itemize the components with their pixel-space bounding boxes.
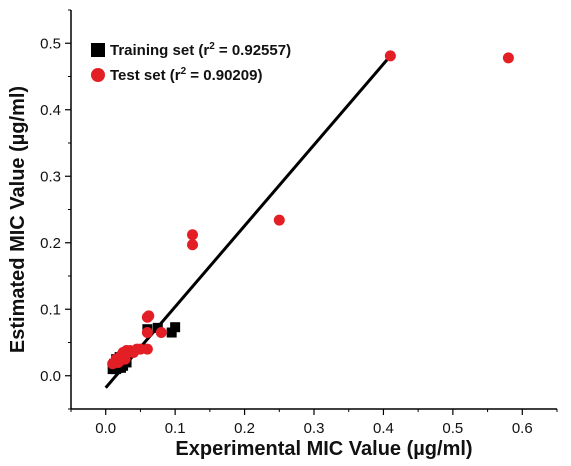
y-tick-label: 0.2 [40, 235, 61, 252]
test-point [141, 343, 153, 355]
fit-line-layer [104, 54, 392, 389]
legend-label: Test set (r2 = 0.90209) [110, 66, 262, 84]
legend-square-marker [91, 43, 105, 57]
test-point [143, 310, 155, 322]
test-point [141, 327, 153, 339]
x-tick-label: 0.0 [95, 420, 116, 437]
training-point [166, 327, 177, 338]
axes: 0.0 0.1 0.2 0.3 0.4 0.5 0.6 0.0 0.1 0.2 0.3 0.4 0.5 [40, 9, 558, 437]
x-tick-label: 0.2 [234, 420, 255, 437]
y-tick-label: 0.4 [40, 102, 61, 119]
y-axis-title: Estimated MIC Value (µg/ml) [7, 86, 29, 353]
y-tick-label: 0.0 [40, 368, 61, 385]
legend-label: Training set (r2 = 0.92557) [110, 41, 291, 59]
test-point [502, 52, 514, 64]
regression-line [104, 54, 392, 389]
training-point [170, 322, 181, 333]
training-point [152, 322, 163, 333]
y-tick-label: 0.1 [40, 301, 61, 318]
x-tick-label: 0.4 [373, 420, 394, 437]
x-axis-title: Experimental MIC Value (µg/ml) [175, 438, 472, 460]
x-tick-label: 0.5 [442, 420, 463, 437]
data-points [107, 50, 514, 375]
test-point [119, 353, 131, 365]
y-tick-label: 0.5 [40, 35, 61, 52]
y-tick-label: 0.3 [40, 168, 61, 185]
legend-circle-marker [91, 68, 105, 82]
test-point [273, 214, 285, 226]
test-point [187, 229, 198, 241]
test-point [155, 327, 167, 339]
x-tick-label: 0.6 [512, 420, 533, 437]
legend: Training set (r2 = 0.92557) Test set (r2 … [91, 41, 291, 84]
test-point [187, 239, 198, 251]
test-point [384, 50, 396, 62]
x-tick-label: 0.1 [165, 420, 186, 437]
x-tick-label: 0.3 [304, 420, 325, 437]
